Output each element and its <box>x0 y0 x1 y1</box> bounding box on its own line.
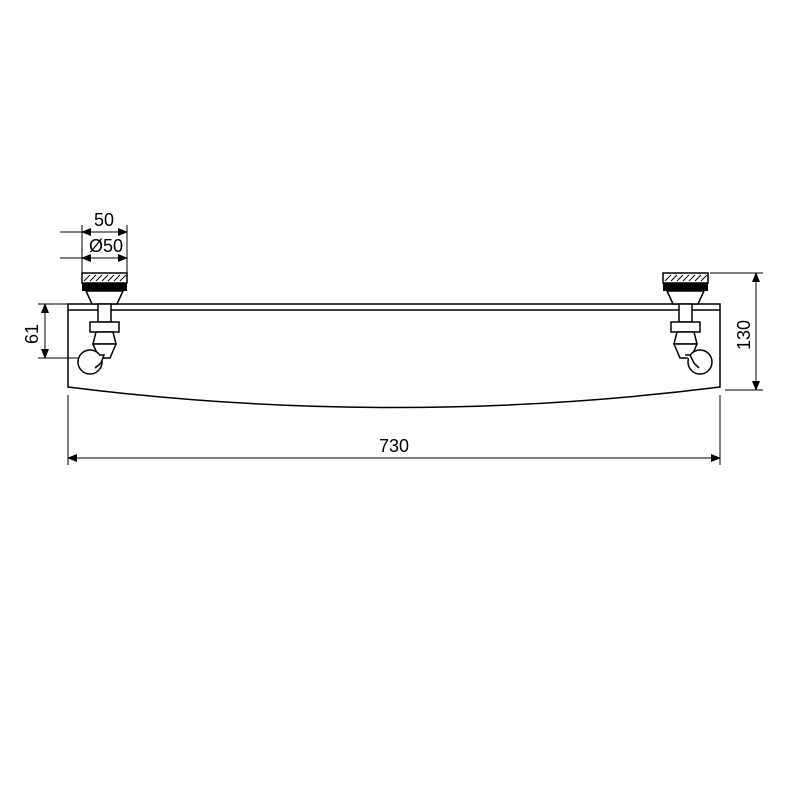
left-bracket <box>78 273 127 374</box>
dimension-height: 130 <box>710 273 763 390</box>
dimension-width: 730 <box>68 395 720 465</box>
shelf-body <box>68 304 720 408</box>
dimension-d50-label: Ø50 <box>89 236 123 256</box>
right-bracket <box>663 273 712 374</box>
dimension-width-label: 730 <box>379 436 409 456</box>
dimension-d50: Ø50 <box>60 236 127 258</box>
dimension-61-label: 61 <box>22 324 42 344</box>
dimension-61: 61 <box>22 304 78 358</box>
dimension-50-label: 50 <box>94 210 114 230</box>
technical-drawing: 730 130 61 50 Ø50 <box>0 0 800 800</box>
dimension-height-label: 130 <box>734 320 754 350</box>
